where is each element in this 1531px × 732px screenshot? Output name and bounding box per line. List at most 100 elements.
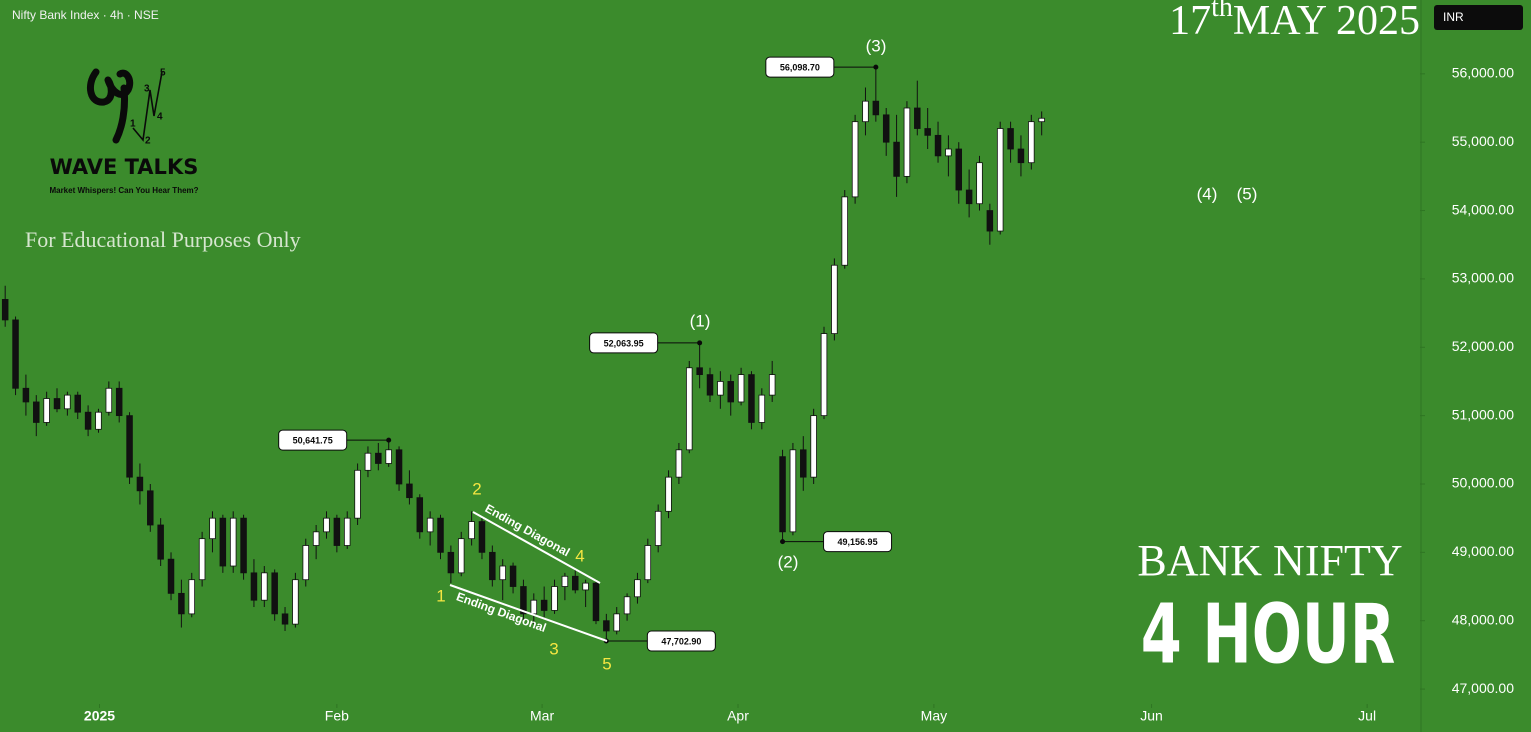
candle-body <box>603 620 610 632</box>
candle-body <box>779 456 786 533</box>
currency-label[interactable]: INR <box>1443 10 1464 24</box>
candle-body <box>914 107 921 129</box>
candle-body <box>188 579 196 615</box>
candle-body <box>706 374 714 396</box>
x-tick-label: 2025 <box>84 708 115 724</box>
candle-body <box>312 531 320 546</box>
candle-body <box>903 107 911 177</box>
callout-label: 49,156.95 <box>838 537 878 547</box>
candle-body <box>84 411 92 430</box>
candle-body <box>198 538 206 581</box>
callout-box <box>823 531 893 553</box>
sub-wave-label: 3 <box>549 639 558 658</box>
wave-label: (2) <box>778 552 799 571</box>
x-tick-label: Apr <box>727 708 749 724</box>
candle-body <box>872 100 880 116</box>
candle-body <box>333 517 341 546</box>
callout-box <box>278 429 348 451</box>
sub-wave-label: 5 <box>602 654 611 673</box>
candle-body <box>509 565 517 587</box>
candle-body <box>364 452 372 471</box>
sub-wave-label: 4 <box>575 546 584 565</box>
candle-body <box>416 497 424 533</box>
candle-body <box>965 189 973 205</box>
candle-body <box>945 148 952 157</box>
candle-body <box>147 490 154 526</box>
candle-body <box>74 394 81 413</box>
candle-body <box>219 517 227 567</box>
callout-point <box>873 64 879 70</box>
candle-body <box>447 551 455 574</box>
callout-label: 56,098.70 <box>780 62 820 72</box>
candle-body <box>976 162 983 205</box>
candle-body <box>613 613 620 632</box>
candle-body <box>468 521 475 540</box>
wave-label: (5) <box>1237 184 1258 203</box>
candle-body <box>675 449 683 478</box>
date-rest: MAY 2025 <box>1233 0 1420 44</box>
candle-body <box>882 114 890 143</box>
callout-box <box>765 56 835 78</box>
candle-body <box>250 572 258 601</box>
candle-body <box>302 545 310 581</box>
candle-body <box>457 538 465 574</box>
callout-point <box>386 437 392 443</box>
candle-body <box>634 579 641 598</box>
callout-label: 47,702.90 <box>661 636 701 646</box>
candle-body <box>437 517 444 553</box>
candle-body <box>271 572 278 615</box>
candle-body <box>343 517 351 546</box>
candle-body <box>167 558 175 594</box>
y-tick-label: 48,000.00 <box>1452 611 1514 627</box>
candle-body <box>727 381 734 403</box>
logo-mark: 3 <box>144 84 150 95</box>
candle-body <box>354 469 361 519</box>
candle-body <box>768 374 776 396</box>
candle-body <box>717 381 724 396</box>
candle-body <box>395 449 403 485</box>
callout-point <box>780 539 786 545</box>
y-tick-label: 50,000.00 <box>1452 475 1514 491</box>
candle-body <box>489 551 496 581</box>
candle-body <box>385 449 392 464</box>
candle-body <box>115 387 123 417</box>
candle-body <box>1007 128 1014 150</box>
candle-body <box>924 128 931 136</box>
candle-body <box>737 374 745 403</box>
candle-body <box>261 572 268 601</box>
candle-body <box>22 387 30 403</box>
callout-label: 52,063.95 <box>604 338 644 348</box>
candle-body <box>105 387 113 413</box>
symbol-header: Nifty Bank Index · 4h · NSE <box>12 8 159 22</box>
candle-body <box>426 517 434 533</box>
logo-mark: 2 <box>145 136 151 147</box>
currency-box[interactable] <box>1434 5 1523 30</box>
candle-body <box>841 196 848 266</box>
logo-mark: 4 <box>157 112 163 123</box>
logo-icon <box>86 68 134 144</box>
candle-body <box>986 210 994 232</box>
candle-body <box>561 575 569 587</box>
candle-body <box>572 575 579 591</box>
callout-box <box>589 332 659 354</box>
candle-body <box>551 586 558 611</box>
candle-body <box>644 545 652 581</box>
callout-box <box>646 630 716 652</box>
wave-label: (1) <box>690 311 711 330</box>
candle-body <box>758 394 766 423</box>
sub-wave-label: 1 <box>436 586 445 605</box>
candle-body <box>375 452 382 464</box>
candle-body <box>240 517 247 574</box>
candle-body <box>1038 117 1045 123</box>
candle-body <box>623 596 631 615</box>
candle-body <box>520 586 527 615</box>
candle-body <box>1028 121 1035 164</box>
candle-body <box>996 128 1004 232</box>
candle-body <box>851 121 859 198</box>
candle-body <box>478 521 486 553</box>
y-tick-label: 53,000.00 <box>1452 270 1514 286</box>
x-tick-label: Mar <box>530 708 554 724</box>
y-tick-label: 47,000.00 <box>1452 680 1514 696</box>
logo-title: WAVE TALKS <box>50 155 199 179</box>
